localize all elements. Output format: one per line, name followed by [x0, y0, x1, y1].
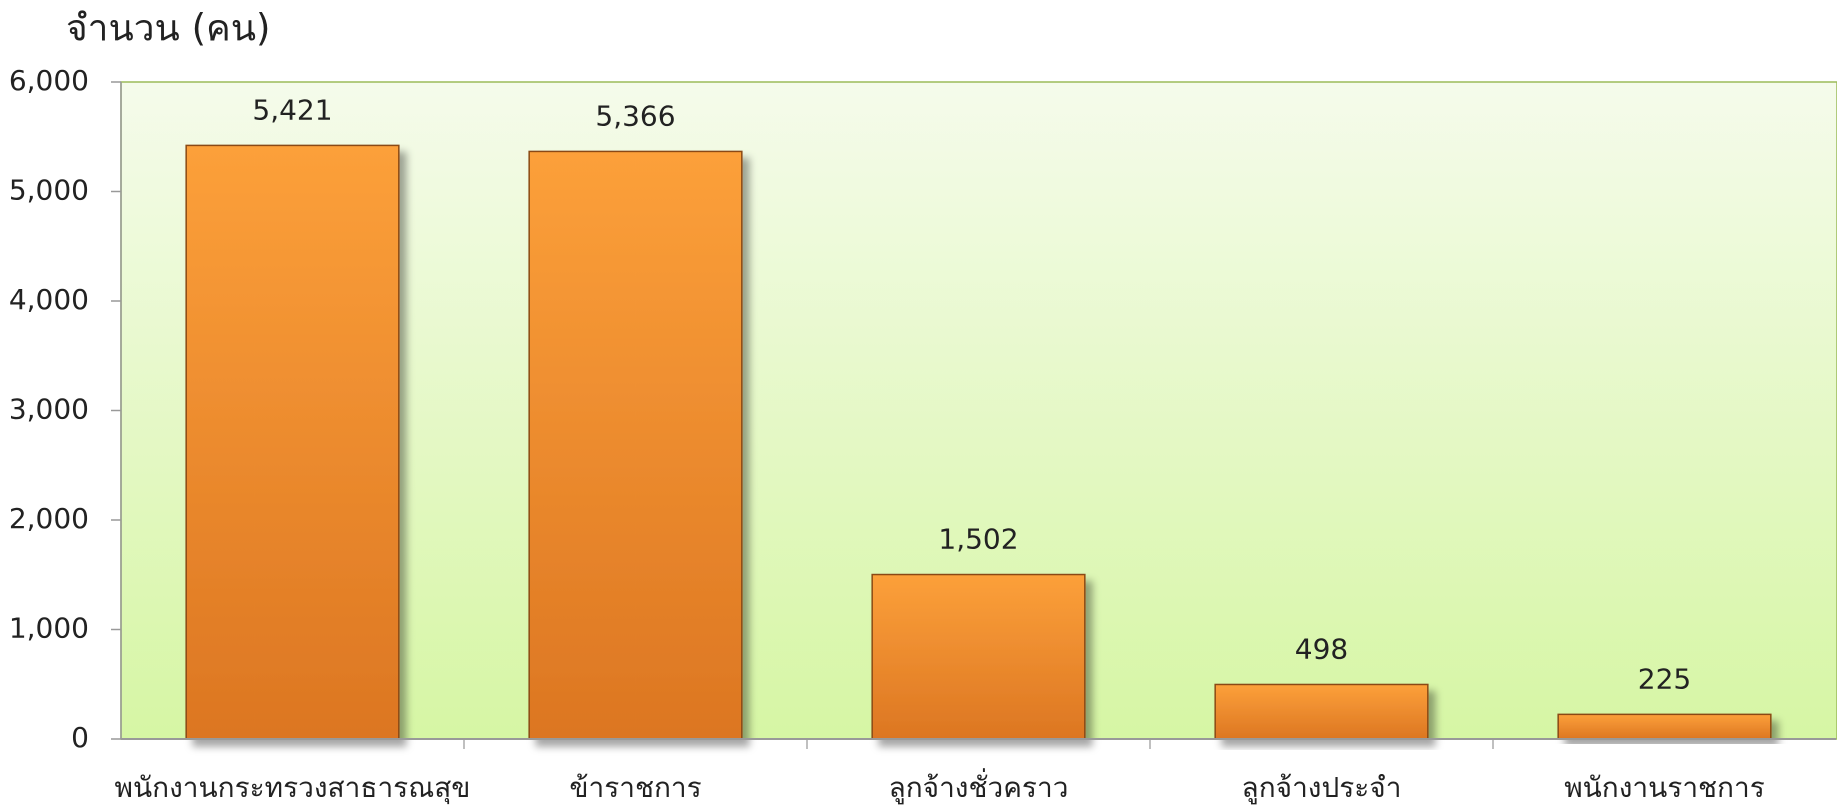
x-tick-label: พนักงานกระทรวงสาธารณสุข	[115, 771, 471, 805]
x-tick-label: ลูกจ้างประจำ	[1242, 771, 1402, 805]
y-tick-label: 5,000	[9, 174, 89, 207]
y-tick-label: 1,000	[9, 612, 89, 645]
value-label: 225	[1638, 662, 1691, 695]
value-label: 5,421	[252, 93, 332, 126]
bar	[185, 144, 400, 740]
y-axis-label: จำนวน (คน)	[66, 7, 271, 50]
bar	[871, 573, 1086, 740]
x-tick-label: ลูกจ้างชั่วคราว	[889, 768, 1069, 805]
y-tick-label: 3,000	[9, 393, 89, 426]
y-tick-label: 0	[71, 721, 89, 754]
x-tick-label: พนักงานราชการ	[1564, 771, 1765, 804]
bar	[1214, 683, 1429, 740]
y-tick-label: 4,000	[9, 283, 89, 316]
value-label: 498	[1295, 632, 1348, 665]
y-tick-label: 2,000	[9, 502, 89, 535]
y-tick-label: 6,000	[9, 64, 89, 97]
bar	[528, 150, 743, 740]
bar	[1557, 713, 1772, 740]
value-label: 1,502	[938, 523, 1018, 556]
value-label: 5,366	[595, 99, 675, 132]
x-tick-label: ข้าราชการ	[569, 771, 701, 804]
